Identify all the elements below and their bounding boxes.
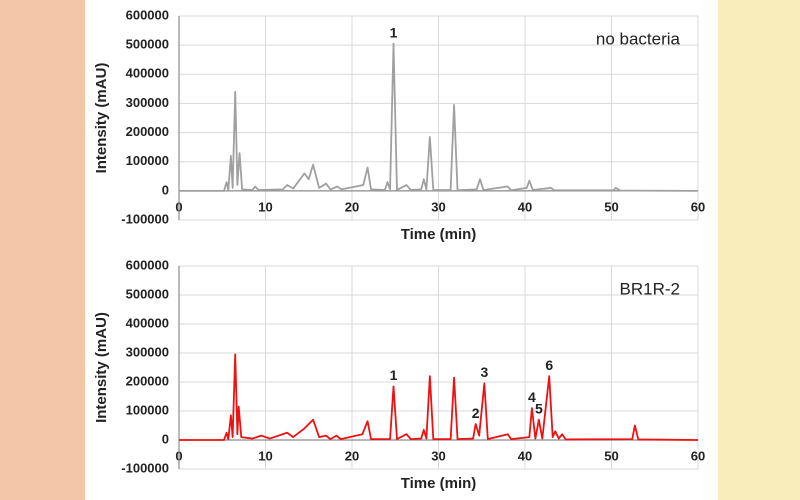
y-tick-label: -100000 — [121, 211, 169, 226]
x-tick-label: 30 — [431, 448, 445, 463]
x-tick-label: 10 — [258, 199, 272, 214]
y-tick-label: 400000 — [126, 315, 169, 330]
x-tick-label: 60 — [691, 448, 705, 463]
y-tick-label: 100000 — [126, 402, 169, 417]
y-tick-label: 0 — [162, 182, 169, 197]
x-tick-label: 20 — [345, 448, 359, 463]
peak-label: 2 — [472, 405, 480, 421]
x-tick-label: 40 — [518, 448, 532, 463]
x-tick-label: 50 — [604, 199, 618, 214]
y-tick-label: 500000 — [126, 286, 169, 301]
x-tick-label: 50 — [604, 448, 618, 463]
y-tick-label: 500000 — [126, 37, 169, 52]
x-tick-label: 60 — [691, 199, 705, 214]
x-tick-label: 40 — [518, 199, 532, 214]
y-axis-title: Intensity (mAU) — [93, 63, 110, 174]
y-tick-label: 200000 — [126, 124, 169, 139]
right-band — [718, 0, 800, 500]
y-tick-label: 600000 — [126, 7, 169, 22]
y-tick-label: 300000 — [126, 95, 169, 110]
x-tick-label: 30 — [431, 199, 445, 214]
x-tick-label: 10 — [258, 448, 272, 463]
y-tick-label: 0 — [162, 431, 169, 446]
y-axis-title: Intensity (mAU) — [93, 312, 110, 423]
legend-label: no bacteria — [596, 29, 681, 48]
peak-label: 1 — [390, 367, 398, 383]
panel — [85, 0, 718, 500]
y-tick-label: 200000 — [126, 373, 169, 388]
y-tick-label: 300000 — [126, 344, 169, 359]
left-band — [0, 0, 85, 500]
peak-label: 5 — [535, 400, 543, 416]
y-tick-label: -100000 — [121, 460, 169, 475]
peak-label: 6 — [545, 357, 553, 373]
x-tick-label: 20 — [345, 199, 359, 214]
series-line — [179, 42, 699, 192]
y-tick-label: 400000 — [126, 66, 169, 81]
x-axis-title: Time (min) — [401, 475, 477, 492]
x-axis-title: Time (min) — [401, 226, 477, 243]
peak-label: 4 — [528, 389, 536, 405]
y-tick-label: 600000 — [126, 257, 169, 272]
legend-label: BR1R-2 — [620, 279, 680, 298]
series-line — [179, 353, 699, 441]
y-tick-label: 100000 — [126, 153, 169, 168]
peak-label: 1 — [390, 24, 398, 40]
peak-label: 3 — [480, 364, 488, 380]
